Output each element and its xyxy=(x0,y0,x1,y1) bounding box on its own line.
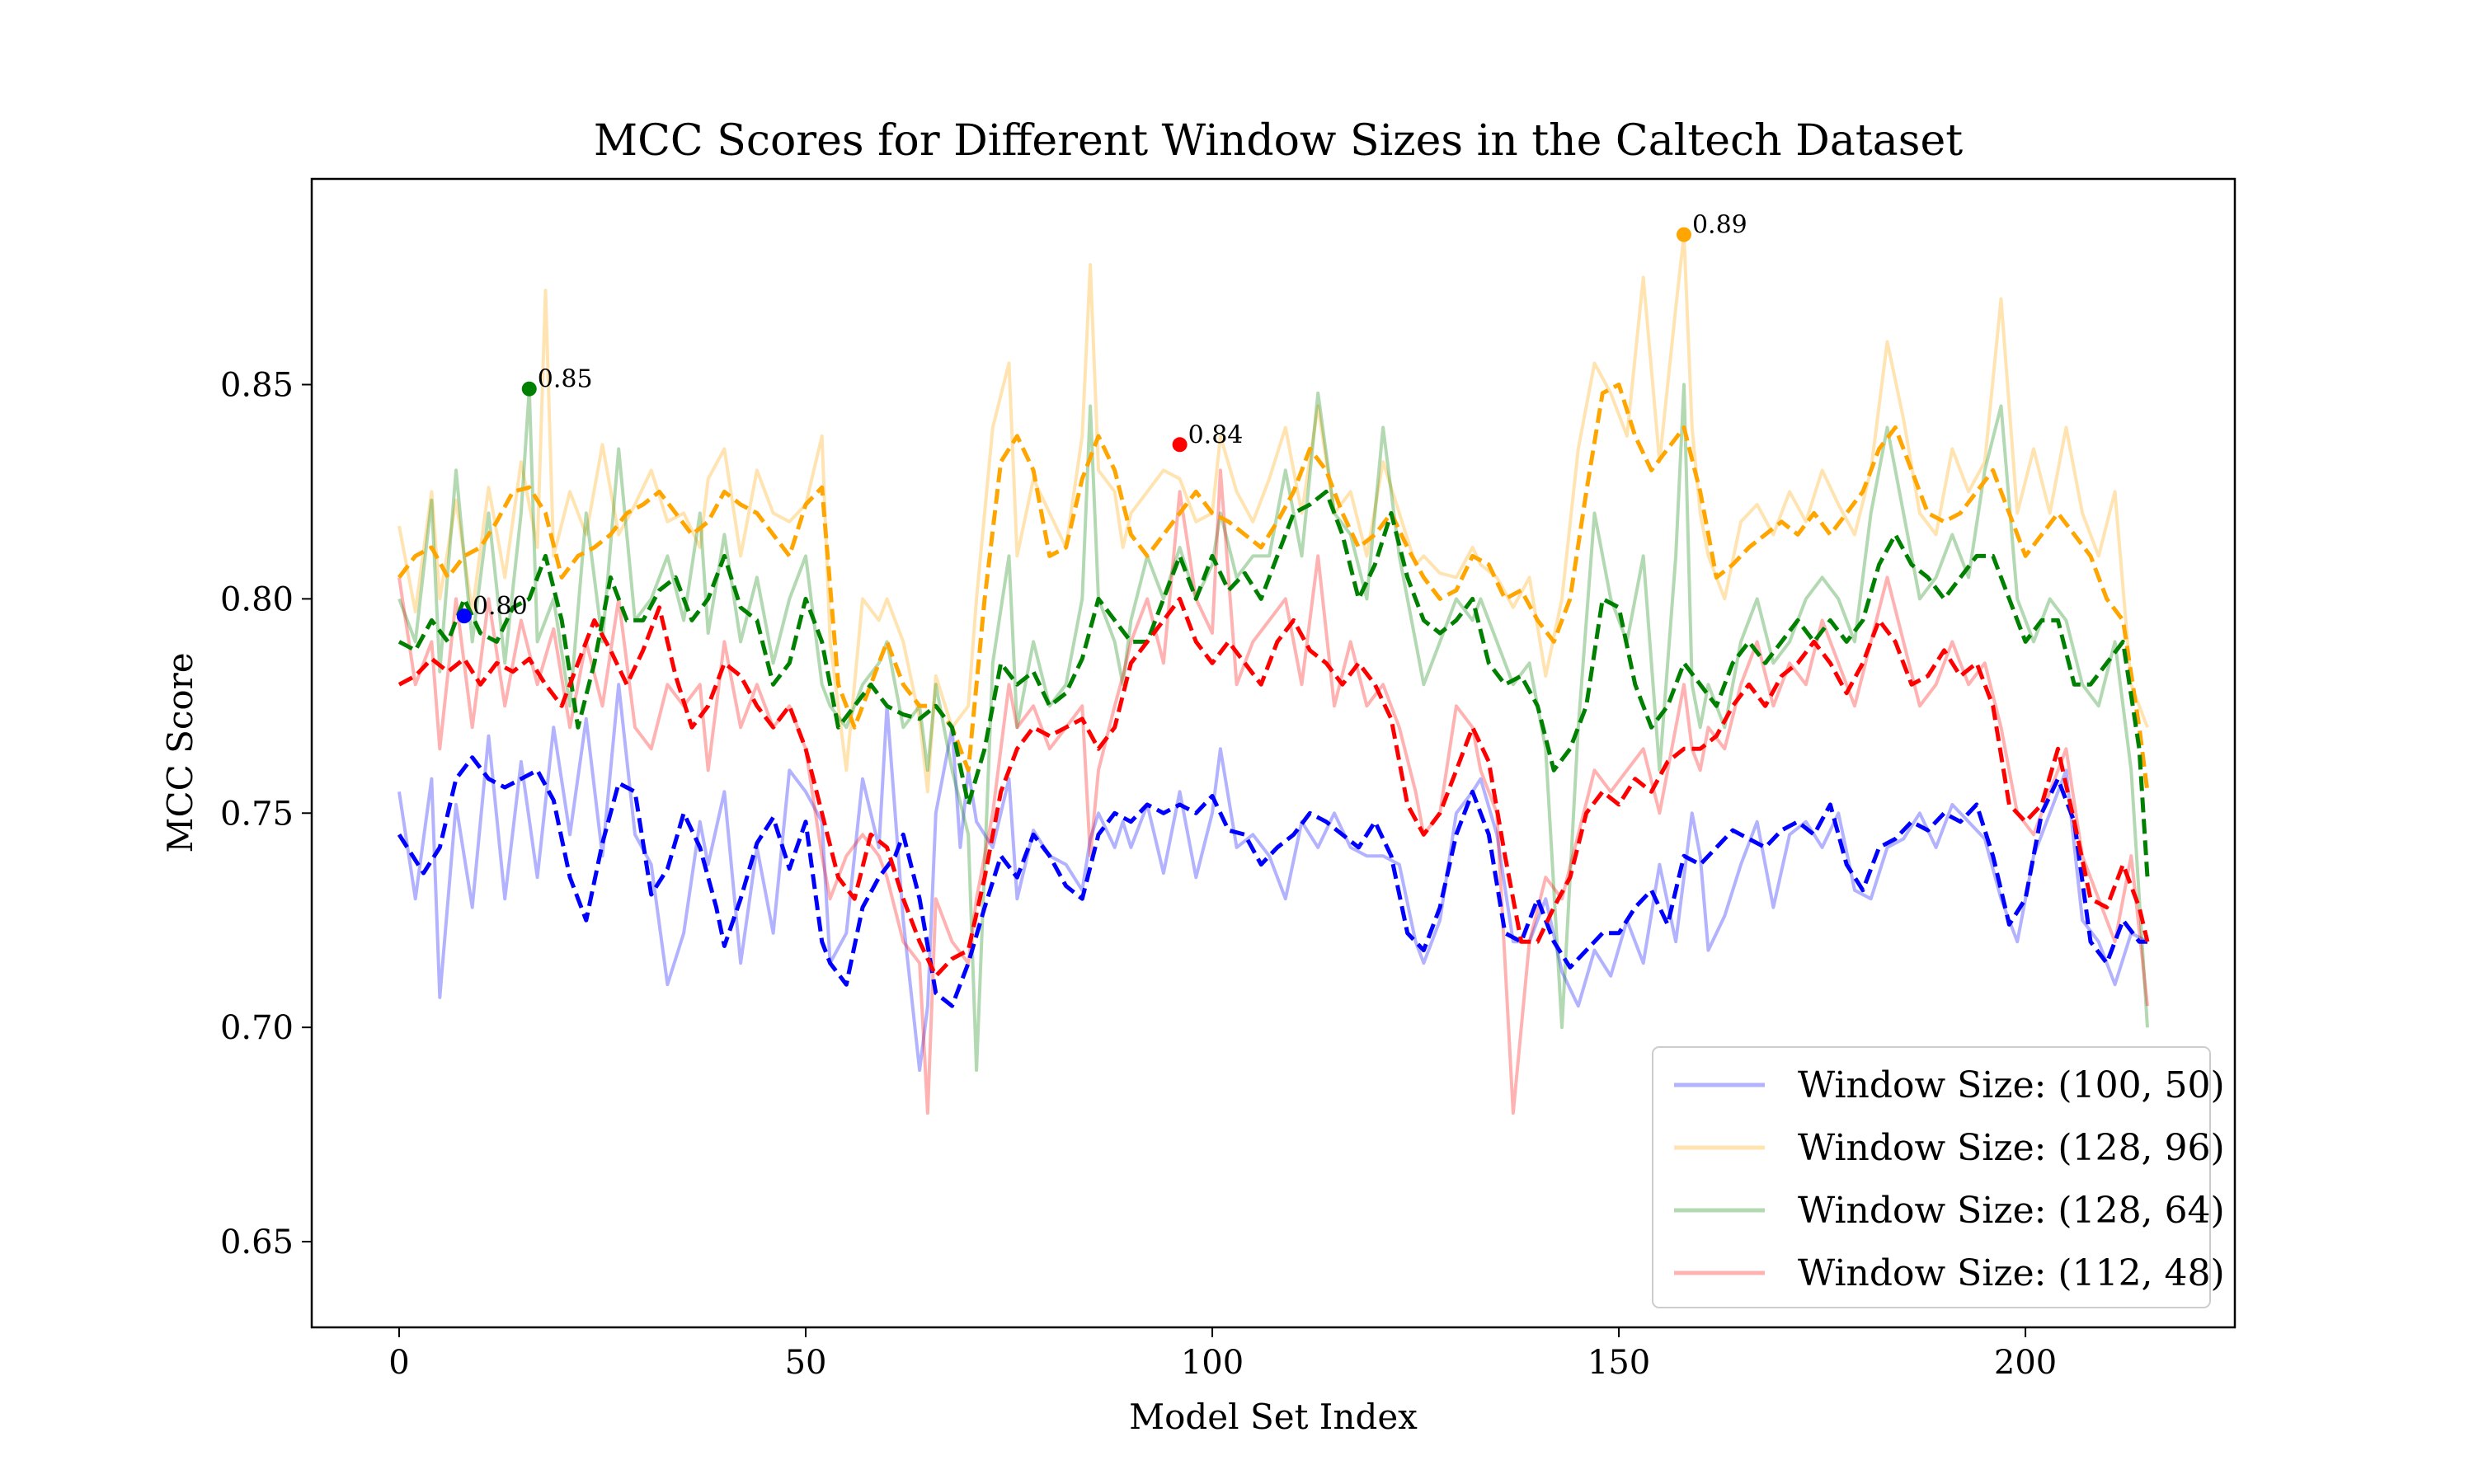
x-tick-label: 150 xyxy=(1587,1344,1650,1382)
y-tick-label: 0.80 xyxy=(220,580,294,618)
series-moving-avg-line-3 xyxy=(397,596,2150,979)
x-tick-label: 100 xyxy=(1181,1344,1244,1382)
legend-label-0: Window Size: (100, 50) xyxy=(1798,1064,2225,1106)
legend-label-3: Window Size: (112, 48) xyxy=(1798,1252,2225,1294)
y-tick-label: 0.85 xyxy=(220,366,294,404)
series-moving-avg-line-1 xyxy=(397,383,2150,792)
legend-box xyxy=(1652,1046,2211,1308)
series-raw-line-2 xyxy=(397,383,2149,1073)
series-raw-line-1 xyxy=(397,232,2149,794)
series-raw-line-0 xyxy=(397,683,2148,1073)
x-tick-label: 0 xyxy=(388,1344,409,1382)
series-moving-avg-line-0 xyxy=(397,755,2147,1008)
y-tick-label: 0.70 xyxy=(220,1009,294,1047)
y-tick-label: 0.75 xyxy=(220,795,294,833)
max-point-marker-1 xyxy=(1676,227,1691,242)
max-point-label-1: 0.89 xyxy=(1692,211,1747,240)
max-point-label-2: 0.85 xyxy=(538,365,593,394)
max-point-marker-0 xyxy=(456,608,472,624)
max-point-marker-2 xyxy=(521,381,537,397)
y-axis: 0.65 0.70 0.75 0.80 0.85 xyxy=(220,366,312,1261)
max-point-label-3: 0.84 xyxy=(1188,420,1244,449)
y-axis-label: MCC Score xyxy=(160,652,200,852)
x-tick-label: 50 xyxy=(785,1344,827,1382)
max-point-annotations: 0.80 0.89 0.85 0.84 xyxy=(456,211,1747,624)
plot-area xyxy=(397,232,2150,1115)
x-axis-label: Model Set Index xyxy=(1129,1397,1418,1437)
max-point-label-0: 0.80 xyxy=(473,592,528,621)
x-axis: 0 50 100 150 200 xyxy=(388,1327,2057,1382)
x-tick-label: 200 xyxy=(1994,1344,2057,1382)
axes-frame xyxy=(310,177,2236,1329)
chart-title: MCC Scores for Different Window Sizes in… xyxy=(594,116,1963,166)
series-moving-avg-line-2 xyxy=(397,489,2150,878)
legend-label-2: Window Size: (128, 64) xyxy=(1798,1190,2225,1232)
y-tick-label: 0.65 xyxy=(220,1223,294,1261)
legend: Window Size: (100, 50) Window Size: (128,… xyxy=(1652,1046,2225,1308)
max-point-marker-3 xyxy=(1172,437,1188,453)
legend-label-1: Window Size: (128, 96) xyxy=(1798,1127,2225,1169)
